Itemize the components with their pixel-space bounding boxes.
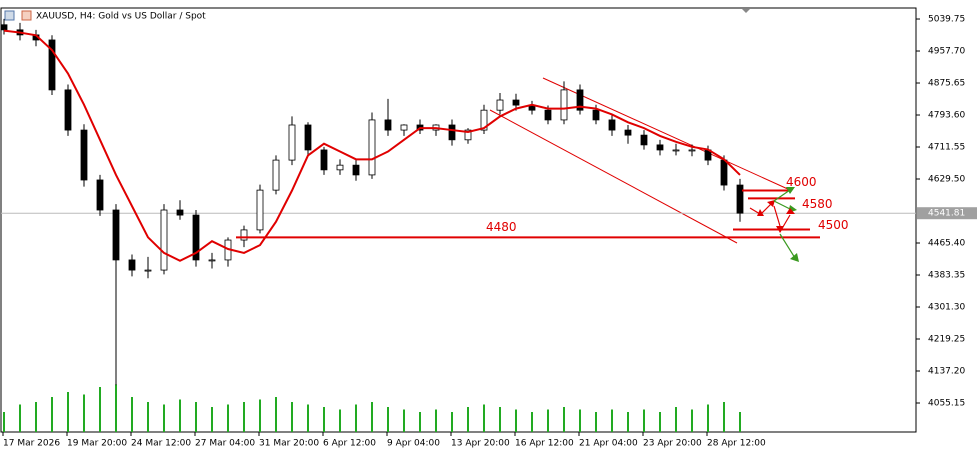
candle-body xyxy=(624,129,632,136)
icon xyxy=(4,10,15,21)
candle-body xyxy=(640,134,648,146)
y-tick-label: 4711.55 xyxy=(928,143,965,153)
candle-body xyxy=(272,159,280,191)
moving-average xyxy=(3,29,741,262)
candle-body xyxy=(48,39,56,91)
candle-body xyxy=(112,209,120,261)
candle-body xyxy=(560,89,568,121)
candle-body xyxy=(96,179,104,211)
candle-body xyxy=(464,129,472,141)
arrow xyxy=(779,214,791,233)
candle-body xyxy=(352,164,360,176)
candle-body xyxy=(512,99,520,106)
chart-title: XAUUSD, H4: Gold vs US Dollar / Spot xyxy=(36,12,206,22)
arrow xyxy=(773,200,793,211)
current-price-label: 4541.81 xyxy=(928,209,965,219)
candle-body xyxy=(240,229,248,241)
arrow-head xyxy=(767,200,775,207)
level-label: 4600 xyxy=(786,175,817,189)
candle-body xyxy=(336,164,344,171)
candle-body xyxy=(672,149,680,152)
candle-body xyxy=(720,159,728,186)
arrows xyxy=(749,187,799,262)
y-tick-label: 4957.70 xyxy=(928,47,965,57)
candle-body xyxy=(160,209,168,271)
candle-body xyxy=(656,144,664,151)
channel-line xyxy=(542,77,791,191)
y-tick-label: 4793.60 xyxy=(928,111,965,121)
x-tick-label: 23 Apr 20:00 xyxy=(643,439,702,449)
candle-body xyxy=(368,119,376,176)
x-tick-label: 28 Apr 12:00 xyxy=(707,439,766,449)
x-tick-label: 17 Mar 2026 xyxy=(3,439,60,449)
y-tick-label: 4383.35 xyxy=(928,271,965,281)
arrow-head xyxy=(786,208,795,214)
candle-body xyxy=(128,259,136,271)
y-tick-label: 4055.15 xyxy=(928,399,965,409)
arrow xyxy=(779,233,796,259)
arrow-head xyxy=(786,187,795,194)
candle-body xyxy=(736,184,744,214)
candle-body xyxy=(64,89,72,131)
y-tick-label: 4137.20 xyxy=(928,367,965,377)
candle-body xyxy=(448,124,456,141)
candle-body xyxy=(80,129,88,181)
x-tick-label: 13 Apr 20:00 xyxy=(451,439,510,449)
icon xyxy=(21,10,32,21)
y-tick-label: 4875.65 xyxy=(928,79,965,89)
x-tick-label: 31 Mar 20:00 xyxy=(259,439,319,449)
candle-body xyxy=(288,124,296,161)
candle-body xyxy=(384,119,392,131)
x-tick-label: 24 Mar 12:00 xyxy=(131,439,191,449)
candle-body xyxy=(608,119,616,131)
x-tick-label: 27 Mar 04:00 xyxy=(195,439,255,449)
candle-body xyxy=(144,269,152,272)
candle-body xyxy=(544,109,552,121)
arrow-head xyxy=(757,209,764,216)
candle-body xyxy=(0,24,8,31)
y-tick-label: 4219.25 xyxy=(928,335,965,345)
candle-body xyxy=(480,109,488,131)
x-tick-label: 21 Apr 04:00 xyxy=(579,439,638,449)
candle-body xyxy=(576,89,584,111)
y-tick-label: 4301.30 xyxy=(928,303,965,313)
arrow-head xyxy=(790,253,799,262)
x-tick-label: 6 Apr 12:00 xyxy=(323,439,376,449)
arrow xyxy=(773,189,791,202)
candle-body xyxy=(688,149,696,152)
channel-line xyxy=(489,109,738,244)
level-label: 4580 xyxy=(802,197,833,211)
candle-body xyxy=(496,99,504,111)
candle-body xyxy=(256,189,264,231)
y-tick-label: 5039.75 xyxy=(928,15,965,25)
candle-body xyxy=(304,124,312,151)
candle-body xyxy=(176,209,184,216)
current-price-box xyxy=(917,207,977,220)
shift-marker xyxy=(742,9,750,13)
x-tick-label: 16 Apr 12:00 xyxy=(515,439,574,449)
candle-body xyxy=(208,259,216,262)
y-tick-label: 4465.40 xyxy=(928,239,965,249)
x-tick-label: 19 Mar 20:00 xyxy=(67,439,127,449)
level-label: 4500 xyxy=(818,218,849,232)
arrow xyxy=(773,205,781,227)
y-tick-label: 4629.50 xyxy=(928,175,965,185)
candle-body xyxy=(192,214,200,261)
candle-body xyxy=(320,149,328,171)
plot-frame xyxy=(0,7,917,433)
candle-body xyxy=(592,109,600,121)
candle-body xyxy=(400,124,408,131)
x-tick-label: 9 Apr 04:00 xyxy=(387,439,440,449)
level-label: 4480 xyxy=(486,220,517,234)
